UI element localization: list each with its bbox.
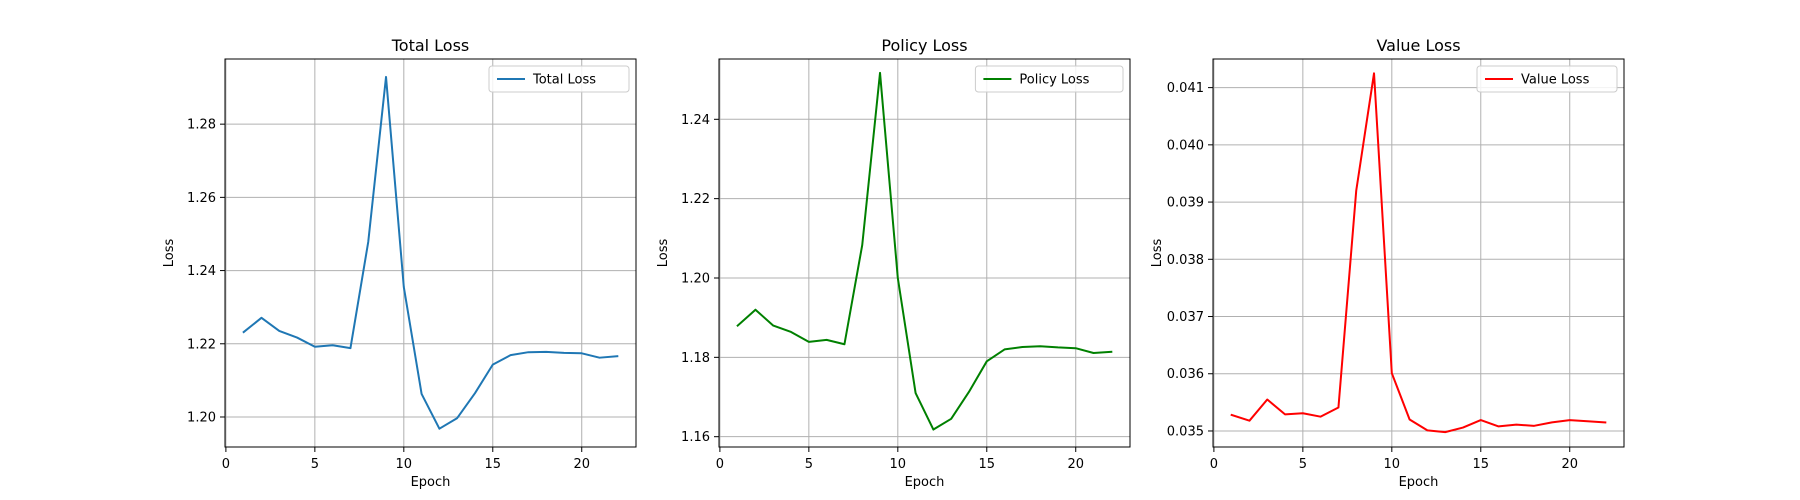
axes-frame [1212, 58, 1625, 448]
x-tick-label: 5 [1299, 457, 1307, 472]
x-tick-label: 5 [805, 457, 813, 472]
chart-title: Total Loss [391, 36, 470, 55]
legend-label: Total Loss [532, 73, 596, 88]
legend: Total Loss [488, 65, 630, 93]
y-tick-label: 0.040 [1167, 138, 1204, 153]
x-tick-label: 15 [1472, 457, 1489, 472]
x-tick-label: 15 [484, 457, 501, 472]
chart-panel-2: 0 5 10 15 20 1.16 1.18 1.20 1.22 1.24 Policy Loss E… [656, 36, 1131, 490]
y-tick-label: 1.20 [681, 271, 710, 286]
y-tick-label: 0.039 [1167, 196, 1204, 211]
series-line [1230, 72, 1607, 434]
x-tick-label: 5 [311, 457, 319, 472]
y-axis-label: Loss [1150, 239, 1165, 268]
x-tick-label: 20 [1561, 457, 1578, 472]
chart-title: Value Loss [1376, 36, 1460, 55]
x-axis-label: Epoch [1399, 475, 1439, 490]
plot-area [719, 59, 1130, 447]
plot-area [1213, 59, 1624, 447]
legend-box [974, 65, 1124, 93]
y-tick-label: 1.26 [187, 191, 216, 206]
y-tick-label: 0.035 [1167, 424, 1204, 439]
chart-panel-1: 0 5 10 15 20 1.20 1.22 1.24 1.26 1.28 Total Loss Ep… [162, 36, 637, 490]
y-tick-label: 1.20 [187, 410, 216, 425]
x-tick-label: 0 [222, 457, 230, 472]
legend-box [488, 65, 630, 93]
series-line [242, 75, 619, 430]
y-axis-label: Loss [162, 239, 177, 268]
x-axis-label: Epoch [905, 475, 945, 490]
x-tick-label: 10 [890, 457, 907, 472]
chart-panel-3: 0 5 10 15 20 0.035 0.036 0.037 0.038 0.039 0.040 0.… [1150, 36, 1625, 490]
y-tick-label: 1.22 [681, 192, 710, 207]
x-tick-label: 15 [978, 457, 995, 472]
axes-frame [224, 58, 637, 448]
y-tick-label: 0.041 [1167, 81, 1204, 96]
plot-area [225, 59, 636, 447]
x-tick-label: 10 [1384, 457, 1401, 472]
y-tick-label: 0.038 [1167, 253, 1204, 268]
x-tick-label: 10 [396, 457, 413, 472]
y-axis-label: Loss [656, 239, 671, 268]
y-tick-label: 0.037 [1167, 310, 1204, 325]
x-axis-label: Epoch [411, 475, 451, 490]
y-tick-label: 1.24 [187, 264, 216, 279]
legend-label: Policy Loss [1019, 73, 1089, 88]
x-tick-label: 20 [573, 457, 590, 472]
x-tick-label: 0 [716, 457, 724, 472]
legend-box [1476, 65, 1618, 93]
y-tick-label: 1.16 [681, 430, 710, 445]
chart-title: Policy Loss [881, 36, 967, 55]
y-tick-label: 0.036 [1167, 367, 1204, 382]
y-tick-label: 1.24 [681, 113, 710, 128]
legend-label: Value Loss [1521, 73, 1590, 88]
y-tick-label: 1.22 [187, 337, 216, 352]
x-tick-label: 20 [1067, 457, 1084, 472]
y-tick-label: 1.28 [187, 118, 216, 133]
series-line [736, 71, 1113, 431]
legend: Policy Loss [974, 65, 1124, 93]
y-tick-label: 1.18 [681, 351, 710, 366]
axes-frame [718, 58, 1131, 448]
x-tick-label: 0 [1210, 457, 1218, 472]
legend: Value Loss [1476, 65, 1618, 93]
